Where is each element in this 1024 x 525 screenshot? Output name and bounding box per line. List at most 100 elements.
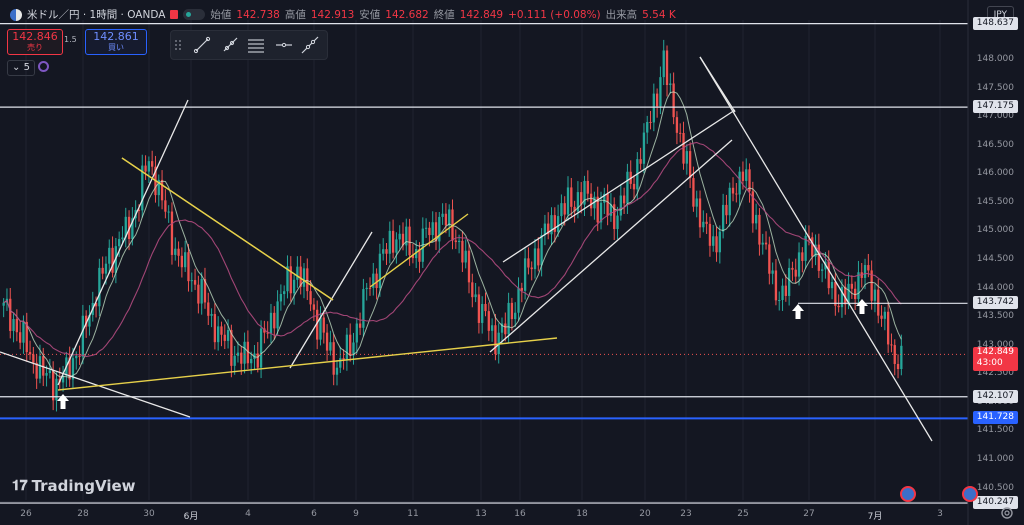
- candle-body: [454, 240, 457, 243]
- candle-body: [464, 250, 467, 263]
- candle-body: [665, 50, 669, 86]
- fib-retracement-icon[interactable]: [247, 36, 265, 54]
- candle-body: [256, 353, 259, 368]
- x-tick-label: 16: [514, 509, 526, 519]
- ray-icon[interactable]: [221, 36, 239, 54]
- indicator-icon[interactable]: [38, 61, 49, 72]
- sell-button[interactable]: 142.846 売り: [7, 29, 63, 55]
- candle-body: [382, 249, 385, 254]
- low-label: 安値: [359, 9, 381, 21]
- y-tick-label: 147.000: [976, 111, 1014, 122]
- candle-body: [850, 283, 853, 289]
- candle-body: [411, 255, 415, 259]
- candle-body: [177, 248, 180, 256]
- candle-body: [98, 267, 101, 307]
- price-level-label[interactable]: 148.637: [972, 16, 1018, 30]
- candle-body: [61, 375, 65, 383]
- price-level-label[interactable]: 143.742: [972, 296, 1018, 310]
- y-tick-label: 141.000: [976, 454, 1014, 464]
- candle-body: [147, 161, 151, 172]
- candle-body: [289, 266, 292, 294]
- candle-body: [487, 311, 490, 331]
- buy-button[interactable]: 142.861 買い: [85, 29, 147, 55]
- candle-body: [372, 273, 375, 288]
- candle-body: [101, 267, 104, 274]
- chevron-down-icon: ⌄: [12, 62, 21, 73]
- candle-body: [840, 286, 844, 308]
- candle-body: [273, 312, 276, 329]
- candle-body: [688, 151, 692, 179]
- candle-body: [306, 268, 309, 292]
- candle-body: [771, 270, 774, 274]
- candle-body: [507, 302, 510, 335]
- candle-body: [504, 323, 507, 335]
- horizontal-line-icon[interactable]: [275, 36, 293, 54]
- candle-body: [632, 183, 636, 190]
- gear-icon[interactable]: [1000, 506, 1014, 520]
- candle-body: [738, 171, 741, 195]
- extended-line-icon[interactable]: [301, 36, 319, 54]
- candle-body: [784, 285, 787, 296]
- x-tick-label: 11: [407, 509, 419, 519]
- y-tick-label: 146.000: [976, 168, 1014, 179]
- candle-body: [22, 321, 25, 343]
- price-level-label[interactable]: 141.728: [972, 411, 1018, 425]
- x-tick-label: 4: [245, 509, 251, 519]
- x-tick-label: 6: [311, 509, 317, 519]
- candle-body: [543, 223, 547, 236]
- us-flag-icon[interactable]: [900, 486, 916, 502]
- candle-body: [514, 312, 517, 320]
- candle-body: [319, 317, 322, 340]
- candle-body: [45, 373, 48, 376]
- candle-body: [240, 352, 243, 364]
- us-flag-icon[interactable]: [962, 486, 978, 502]
- status-icon: [183, 9, 206, 20]
- candle-body: [170, 211, 174, 255]
- candle-body: [672, 83, 675, 118]
- price-level-label[interactable]: 142.107: [972, 389, 1018, 403]
- price-level-label[interactable]: 140.247: [972, 496, 1018, 510]
- candle-body: [193, 280, 197, 285]
- candle-body: [388, 230, 391, 254]
- candle-body: [71, 358, 75, 380]
- y-tick-label: 143.500: [976, 311, 1014, 322]
- candle-body: [646, 121, 649, 133]
- candle-body: [474, 294, 477, 298]
- candle-body: [774, 270, 778, 301]
- candle-body: [867, 265, 870, 271]
- candle-body: [778, 300, 781, 302]
- candle-body: [167, 211, 170, 213]
- candle-body: [900, 345, 903, 370]
- candle-body: [391, 230, 395, 253]
- candle-body: [309, 291, 312, 305]
- symbol-title[interactable]: 米ドル／円 · 1時間 · OANDA: [27, 9, 166, 21]
- x-tick-label: 27: [803, 509, 815, 519]
- candle-body: [490, 325, 494, 331]
- candle-body: [863, 265, 867, 278]
- candle-body: [606, 193, 609, 216]
- y-tick-label: 144.500: [976, 254, 1014, 264]
- candle-body: [121, 237, 124, 240]
- price-level-label[interactable]: 147.175: [972, 100, 1018, 114]
- candle-body: [685, 151, 688, 164]
- drag-handle-icon[interactable]: [173, 36, 183, 54]
- candle-body: [830, 281, 834, 289]
- candle-body: [18, 332, 22, 343]
- candle-body: [266, 332, 269, 334]
- trend-line-yellow: [57, 337, 558, 391]
- candle-body: [523, 258, 527, 291]
- candle-body: [200, 279, 203, 304]
- indicator-toggle[interactable]: ⌄ 5: [7, 60, 35, 76]
- candle-body: [870, 270, 873, 301]
- candle-body: [233, 355, 236, 366]
- candle-body: [880, 315, 883, 319]
- x-tick-label: 7月: [867, 512, 883, 522]
- candle-body: [81, 315, 85, 357]
- candle-body: [613, 204, 616, 230]
- candle-body: [520, 287, 523, 291]
- trend-line-icon[interactable]: [193, 36, 211, 54]
- candle-body: [890, 344, 893, 346]
- y-tick-label: 141.500: [976, 425, 1014, 436]
- candle-body: [75, 355, 78, 359]
